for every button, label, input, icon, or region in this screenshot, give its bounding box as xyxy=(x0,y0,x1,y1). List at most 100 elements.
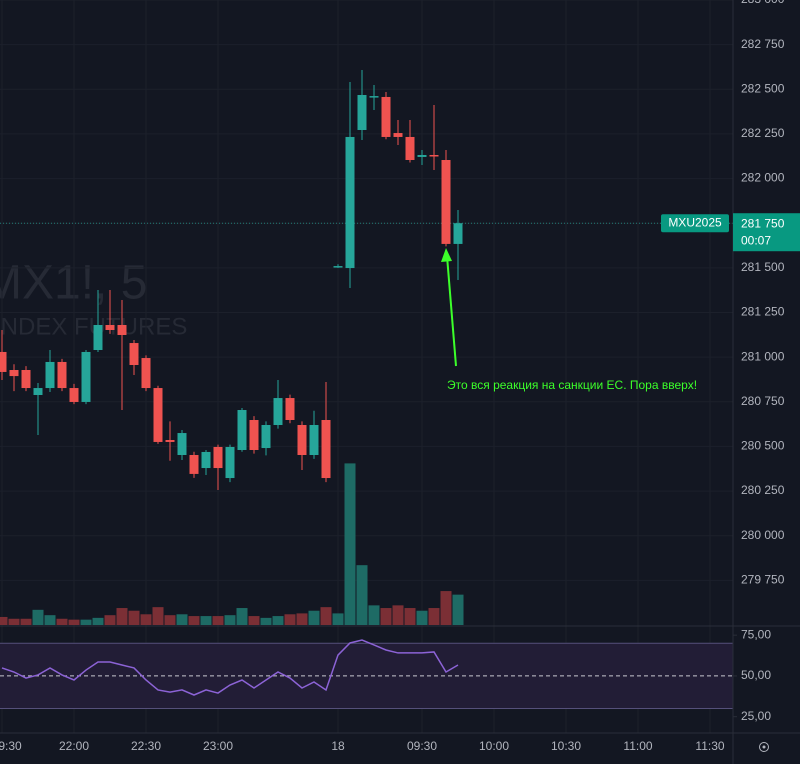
rsi-tick-label: 50,00 xyxy=(741,668,771,682)
candle-body xyxy=(33,388,43,395)
x-tick-label: 22:00 xyxy=(59,739,89,753)
candle-body xyxy=(141,358,151,389)
ticker-tag xyxy=(661,214,729,233)
volume-bar xyxy=(452,594,464,625)
y-tick-label: 281 500 xyxy=(741,260,785,274)
y-tick-label: 283 000 xyxy=(741,0,785,6)
volume-bar xyxy=(68,619,80,625)
candle-body xyxy=(81,351,91,402)
volume-bar xyxy=(200,616,212,625)
annotation-arrowhead xyxy=(441,248,452,262)
candle-body xyxy=(165,440,175,442)
annotation-arrow xyxy=(446,255,457,367)
rsi-tick-label: 75,00 xyxy=(741,627,771,641)
volume-bar xyxy=(380,608,392,625)
candle-body xyxy=(429,155,439,157)
x-tick-label: 18 xyxy=(331,739,345,753)
candle-body xyxy=(453,223,463,244)
candle-body xyxy=(105,325,115,330)
candle-body xyxy=(153,388,163,442)
x-tick-label: 23:00 xyxy=(203,739,233,753)
candle-body xyxy=(345,136,355,269)
candle-body xyxy=(285,398,295,420)
volume-bar xyxy=(152,607,164,625)
countdown-label: 00:07 xyxy=(741,233,771,247)
candle-body xyxy=(441,160,451,244)
x-tick-label: 11:30 xyxy=(695,739,724,753)
volume-bar xyxy=(92,617,104,625)
volume-bar xyxy=(284,614,296,625)
candle-body xyxy=(21,370,31,389)
volume-bar xyxy=(128,610,140,625)
volume-bar xyxy=(308,610,320,625)
candle-body xyxy=(45,361,55,389)
y-tick-label: 280 250 xyxy=(741,483,785,497)
volume-bar xyxy=(116,608,128,625)
candle-body xyxy=(273,398,283,425)
candle-body xyxy=(333,266,343,268)
candle-body xyxy=(393,133,403,137)
volume-bar xyxy=(212,616,224,625)
rsi-line xyxy=(1,639,459,696)
candle-body xyxy=(225,446,235,479)
y-tick-label: 282 750 xyxy=(741,37,785,51)
candle-body xyxy=(381,96,391,137)
candle-body xyxy=(93,325,103,350)
y-tick-label: 282 000 xyxy=(741,171,785,185)
volume-bar xyxy=(296,613,308,625)
volume-bar xyxy=(440,591,452,625)
annotation: Это вся реакция на санкции ЕС. Пора ввер… xyxy=(447,378,697,392)
volume-bar xyxy=(356,565,368,625)
last-price-label: 281 750 xyxy=(741,216,785,230)
volume-bar xyxy=(248,616,260,625)
candle-body xyxy=(57,361,67,389)
candle-body xyxy=(189,455,199,474)
volume-bar xyxy=(80,619,92,625)
candle-body xyxy=(177,433,187,455)
candle-body xyxy=(297,425,307,455)
y-tick-label: 282 500 xyxy=(741,81,785,95)
candle-body xyxy=(309,425,319,455)
candle-body xyxy=(417,155,427,157)
x-tick-label: 10:30 xyxy=(551,739,581,753)
x-tick-label: 11:00 xyxy=(623,739,652,753)
candle-body xyxy=(117,325,127,335)
candle-body xyxy=(201,451,211,469)
volume-bar xyxy=(272,616,284,625)
volume-bar xyxy=(320,607,332,625)
volume-bar xyxy=(332,613,344,625)
candle-body xyxy=(129,343,139,365)
y-tick-label: 280 750 xyxy=(741,394,785,408)
y-tick-label: 280 000 xyxy=(741,528,785,542)
volume-bar xyxy=(176,614,188,625)
volume-bar xyxy=(368,605,380,625)
candle-body xyxy=(237,410,247,450)
y-tick-label: 279 750 xyxy=(741,573,785,587)
candle-body xyxy=(249,420,259,450)
settings-icon[interactable] xyxy=(759,742,769,752)
volume-bar xyxy=(392,605,404,625)
volume-bar xyxy=(404,608,416,625)
volume-bar xyxy=(164,615,176,625)
x-tick-label: 22:30 xyxy=(131,739,161,753)
candle-body xyxy=(9,370,19,377)
candle-body xyxy=(213,446,223,469)
plot-layer: Это вся реакция на санкции ЕС. Пора ввер… xyxy=(0,70,733,710)
x-tick-label: 09:30 xyxy=(407,739,437,753)
volume-bar xyxy=(8,618,20,625)
volume-bar xyxy=(20,618,32,625)
candle-body xyxy=(0,351,7,372)
volume-bar xyxy=(140,614,152,625)
x-tick-label: 10:00 xyxy=(479,739,509,753)
volume-bar xyxy=(104,615,116,625)
volume-bar xyxy=(260,617,272,625)
x-tick-label: 9:30 xyxy=(0,739,22,753)
ticker-label: MXU2025 xyxy=(668,215,722,229)
candle-body xyxy=(321,420,331,479)
candle-body xyxy=(369,96,379,98)
volume-bar xyxy=(56,618,68,625)
volume-bar xyxy=(0,616,8,625)
y-tick-label: 280 500 xyxy=(741,439,785,453)
